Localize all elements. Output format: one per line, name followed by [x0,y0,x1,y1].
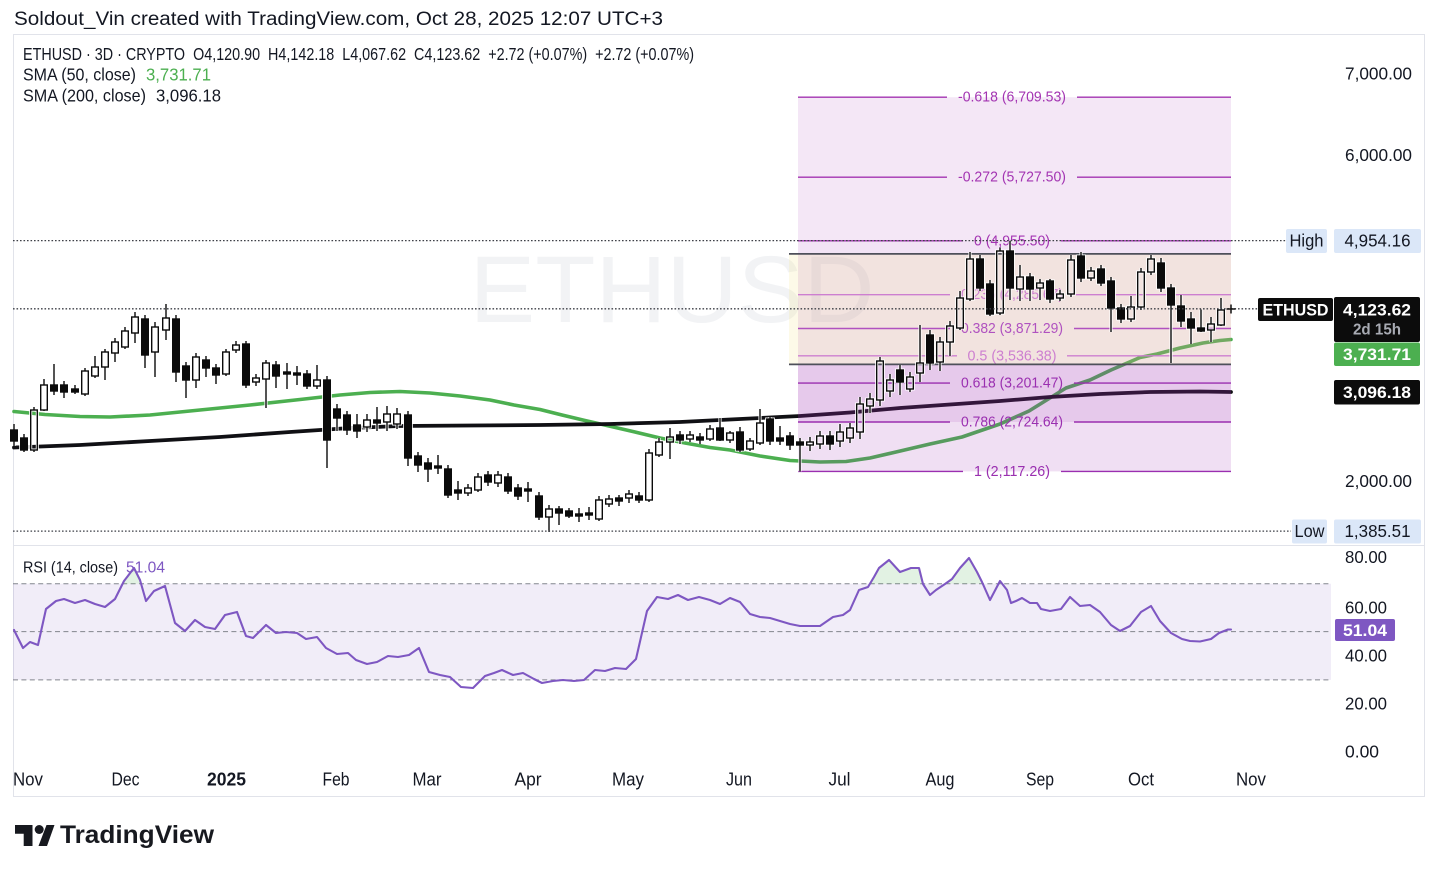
svg-text:Nov: Nov [13,770,43,790]
svg-text:0.00: 0.00 [1345,742,1379,762]
svg-text:Oct: Oct [1128,770,1154,790]
svg-text:0.5 (3,536.38): 0.5 (3,536.38) [968,348,1057,364]
svg-text:2025: 2025 [207,770,246,790]
svg-text:2d 15h: 2d 15h [1353,322,1401,339]
svg-text:3,096.18: 3,096.18 [156,86,221,106]
svg-text:1 (2,117.26): 1 (2,117.26) [974,464,1050,480]
svg-text:Aug: Aug [926,770,955,790]
svg-text:TradingView: TradingView [60,821,215,849]
svg-text:Feb: Feb [323,770,350,790]
svg-text:4,123.62: 4,123.62 [1343,302,1411,320]
svg-text:4,954.16: 4,954.16 [1345,231,1411,251]
svg-text:ETHUSD: ETHUSD [1263,302,1329,320]
svg-text:7,000.00: 7,000.00 [1345,64,1412,84]
svg-text:Apr: Apr [515,770,542,790]
svg-text:1,385.51: 1,385.51 [1345,521,1411,541]
svg-text:Jun: Jun [726,770,752,790]
svg-text:Nov: Nov [1236,770,1266,790]
svg-text:Soldout_Vin created with Tradi: Soldout_Vin created with TradingView.com… [14,9,663,30]
svg-text:Dec: Dec [112,770,140,790]
svg-text:Mar: Mar [413,770,442,790]
svg-text:3,731.71: 3,731.71 [146,65,211,85]
svg-text:20.00: 20.00 [1345,694,1387,714]
svg-text:51.04: 51.04 [1343,622,1388,640]
svg-text:-0.618 (6,709.53): -0.618 (6,709.53) [958,90,1066,106]
svg-text:RSI (14, close): RSI (14, close) [23,560,118,577]
svg-text:60.00: 60.00 [1345,598,1387,618]
svg-text:Sep: Sep [1026,770,1054,790]
svg-text:0.786 (2,724.64): 0.786 (2,724.64) [961,415,1063,431]
svg-text:0.382 (3,871.29): 0.382 (3,871.29) [961,321,1063,337]
svg-text:SMA (50, close): SMA (50, close) [23,65,136,85]
svg-text:0 (4,955.50): 0 (4,955.50) [974,233,1050,249]
svg-text:May: May [612,770,644,790]
svg-text:High: High [1290,231,1324,251]
svg-text:3,731.71: 3,731.71 [1343,346,1411,364]
svg-text:0.618 (3,201.47): 0.618 (3,201.47) [961,376,1063,392]
svg-text:SMA (200, close): SMA (200, close) [23,86,146,106]
svg-text:Jul: Jul [829,770,851,790]
svg-text:Low: Low [1295,521,1325,541]
svg-text:40.00: 40.00 [1345,646,1387,666]
svg-text:ETHUSD · 3D · CRYPTO O4,120.9: ETHUSD · 3D · CRYPTO O4,120.90 H4,142.18… [23,44,694,64]
svg-text:51.04: 51.04 [126,560,165,577]
svg-text:80.00: 80.00 [1345,547,1387,567]
svg-text:2,000.00: 2,000.00 [1345,471,1412,491]
svg-text:6,000.00: 6,000.00 [1345,145,1412,165]
svg-text:-0.272 (5,727.50): -0.272 (5,727.50) [958,170,1066,186]
svg-text:3,096.18: 3,096.18 [1343,384,1411,402]
